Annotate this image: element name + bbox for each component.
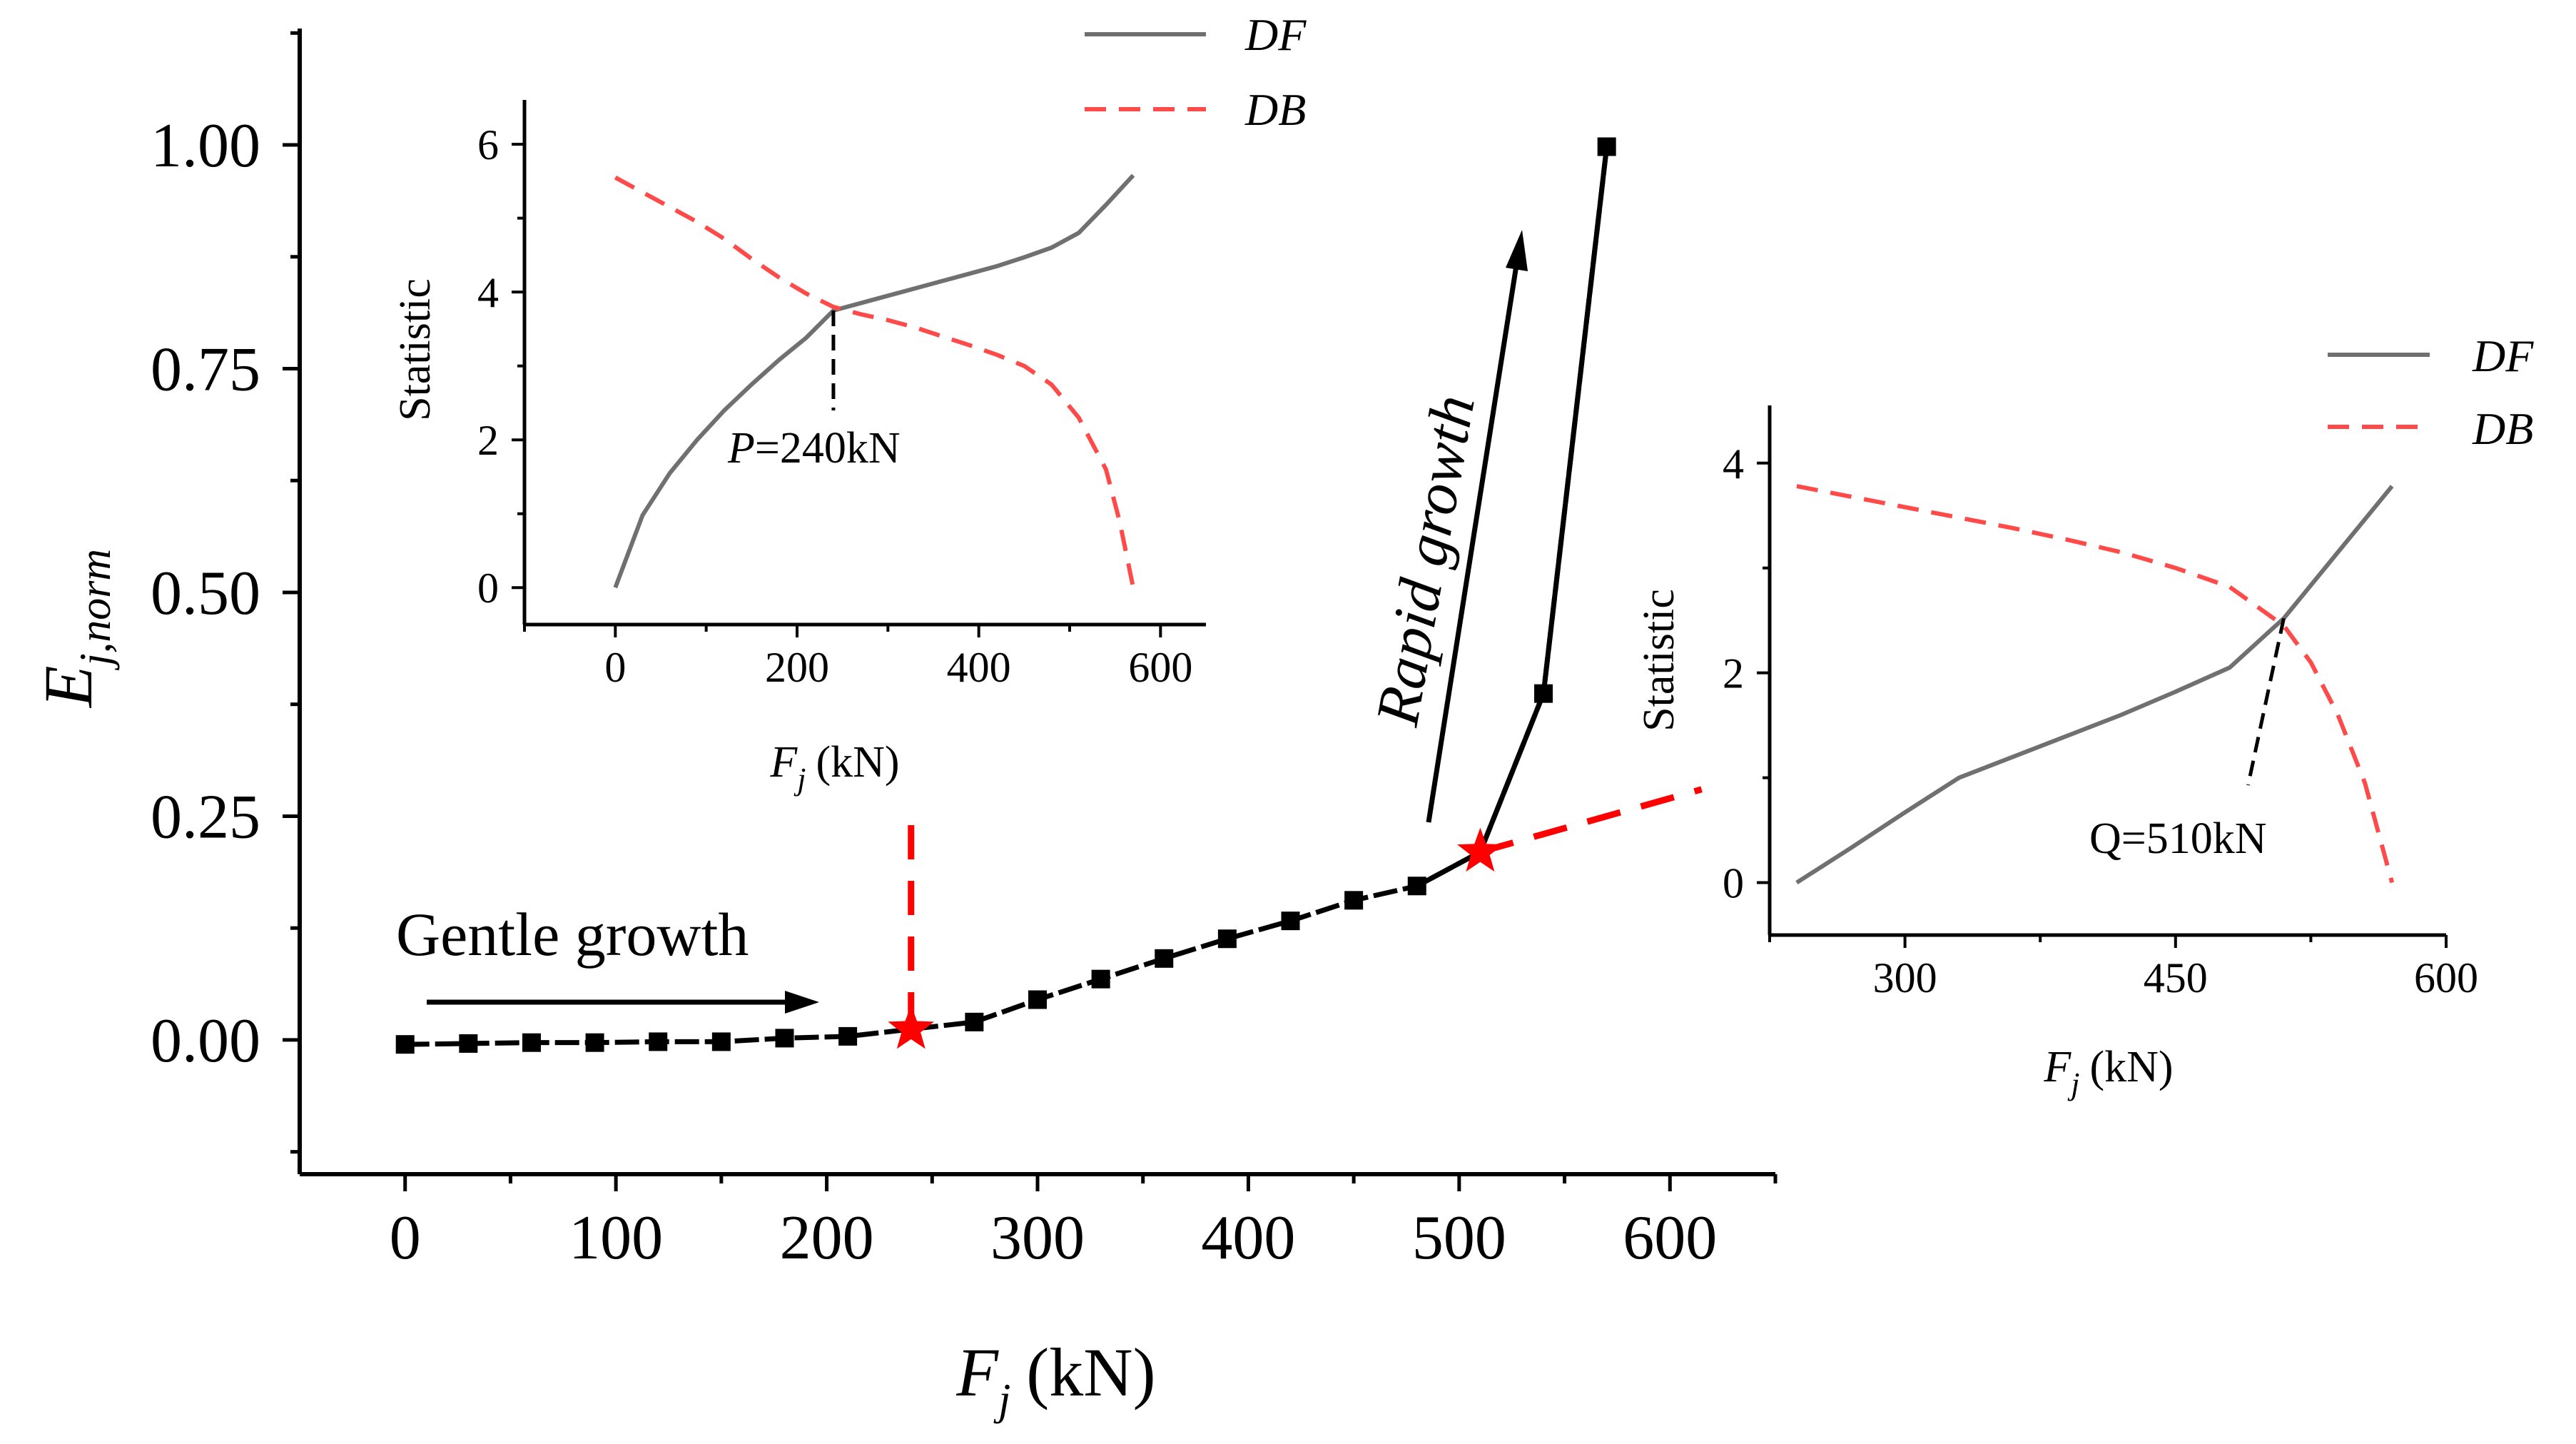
main-data-point [711, 1032, 731, 1051]
main-y-tick-label: 0.25 [151, 782, 260, 852]
inset-left-y-tick-label: 0 [477, 565, 499, 612]
main-series-line-tail [1416, 146, 1610, 889]
main-y-tick-label: 1.00 [151, 111, 260, 181]
inset-right-y-tick-label: 4 [1723, 440, 1744, 488]
main-y-tick-labels: 0.00 0.25 0.50 0.75 1.00 [151, 111, 260, 1076]
main-data-point [395, 1035, 415, 1054]
inset-left-x-tick-labels: 0 200 400 600 [604, 644, 1192, 691]
main-data-point [1534, 684, 1553, 703]
main-data-point [1281, 912, 1300, 931]
inset-right-y-tick-label: 0 [1723, 860, 1744, 907]
main-y-axis-label: Ej,norm [30, 549, 120, 709]
inset-left-y-axis-label: Statistic [391, 278, 440, 421]
inset-left-x-tick-label: 600 [1128, 644, 1192, 691]
inL-series-DB [614, 176, 1136, 588]
main-x-tick-labels: 0 100 200 300 400 500 600 [390, 1203, 1718, 1273]
main-x-tick-label: 300 [990, 1203, 1085, 1273]
inset-right-legend: DF DB [2328, 330, 2534, 454]
inR-series-DB [1796, 484, 2395, 884]
legend-label-DF: DF [2472, 330, 2534, 381]
main-series [395, 137, 1616, 1054]
inset-right-x-tick-label: 450 [2144, 954, 2208, 1001]
inL-series-DF [613, 173, 1135, 589]
gentle-growth-label: Gentle growth [396, 900, 749, 969]
rapid-growth-arrow [1426, 230, 1528, 823]
inset-left-x-tick-label: 400 [947, 644, 1011, 691]
inset-left-y-tick-label: 2 [477, 417, 499, 464]
inset-right-x-axis-label: Fj (kN) [2043, 1043, 2173, 1101]
inset-right-x-tick-label: 600 [2414, 954, 2478, 1001]
inset-left-x-tick-label: 0 [604, 644, 626, 691]
trend-dashed-Q [1479, 786, 1703, 855]
inset-right-y-axis-label: Statistic [1635, 589, 1683, 732]
inset-left-chart: 0 200 400 600 0 2 4 6 Fj (kN) Statistic P… [391, 9, 1307, 797]
main-stars [888, 827, 1503, 1049]
inset-right-series [1795, 484, 2395, 885]
main-x-axis-label: Fj (kN) [955, 1334, 1155, 1424]
inset-right-y-tick-labels: 0 2 4 [1723, 440, 1744, 907]
inset-right-marker-label: Q=510kN [2089, 814, 2267, 863]
inset-left-x-tick-label: 200 [765, 644, 829, 691]
main-x-tick-label: 500 [1412, 1203, 1506, 1273]
inset-left-y-tick-labels: 0 2 4 6 [477, 121, 499, 612]
inset-right-x-tick-labels: 300 450 600 [1873, 954, 2478, 1001]
inset-right-chart: 300 450 600 0 2 4 Fj (kN) Statistic Q=510… [1635, 330, 2534, 1101]
inR-series-DF [1795, 485, 2394, 885]
main-data-point [1091, 969, 1110, 989]
main-data-point [459, 1034, 478, 1053]
main-x-tick-label: 200 [780, 1203, 874, 1273]
inset-left-y-tick-label: 6 [477, 121, 499, 168]
inset-left-x-axis-label: Fj (kN) [769, 738, 899, 797]
main-x-tick-label: 100 [569, 1203, 663, 1273]
main-data-point [1344, 891, 1364, 910]
main-axes [283, 29, 1778, 1191]
inset-left-marker-label: P=240kN [727, 424, 901, 473]
main-y-tick-label: 0.50 [151, 559, 260, 628]
main-series-line [405, 146, 1610, 1047]
star-marker [888, 1004, 935, 1049]
inset-left-legend: DF DB [1085, 9, 1307, 135]
main-y-tick-label: 0.75 [151, 335, 260, 404]
main-data-point [1407, 877, 1426, 896]
main-data-point [522, 1033, 541, 1052]
inset-left-y-tick-label: 4 [477, 269, 499, 316]
gentle-growth-arrow [427, 991, 819, 1014]
star-marker [1457, 827, 1503, 872]
legend-label-DB: DB [1244, 84, 1306, 135]
main-x-tick-label: 600 [1623, 1203, 1717, 1273]
inR-marker-line [2246, 617, 2286, 786]
legend-label-DF: DF [1244, 9, 1307, 60]
inset-right-y-tick-label: 2 [1723, 650, 1744, 697]
main-data-point [965, 1012, 984, 1031]
main-guides [908, 786, 1703, 1029]
main-data-point [1597, 137, 1616, 156]
main-data-point [1217, 929, 1237, 949]
main-data-point [1028, 990, 1047, 1009]
main-data-point [1155, 949, 1174, 968]
inset-left-axes [512, 100, 1206, 637]
main-x-tick-label: 0 [390, 1203, 421, 1273]
main-data-point [775, 1029, 794, 1048]
main-chart: 0 100 200 300 400 500 600 0.00 0.25 0.50… [30, 29, 1778, 1424]
inset-right-x-tick-label: 300 [1873, 954, 1937, 1001]
main-data-point [585, 1033, 604, 1052]
inset-left-series [613, 173, 1136, 589]
inset-right-axes [1757, 405, 2448, 948]
main-data-point [838, 1026, 858, 1046]
main-y-tick-label: 0.00 [151, 1006, 260, 1076]
main-x-tick-label: 400 [1201, 1203, 1295, 1273]
main-data-point [649, 1032, 668, 1051]
legend-label-DB: DB [2472, 403, 2533, 454]
